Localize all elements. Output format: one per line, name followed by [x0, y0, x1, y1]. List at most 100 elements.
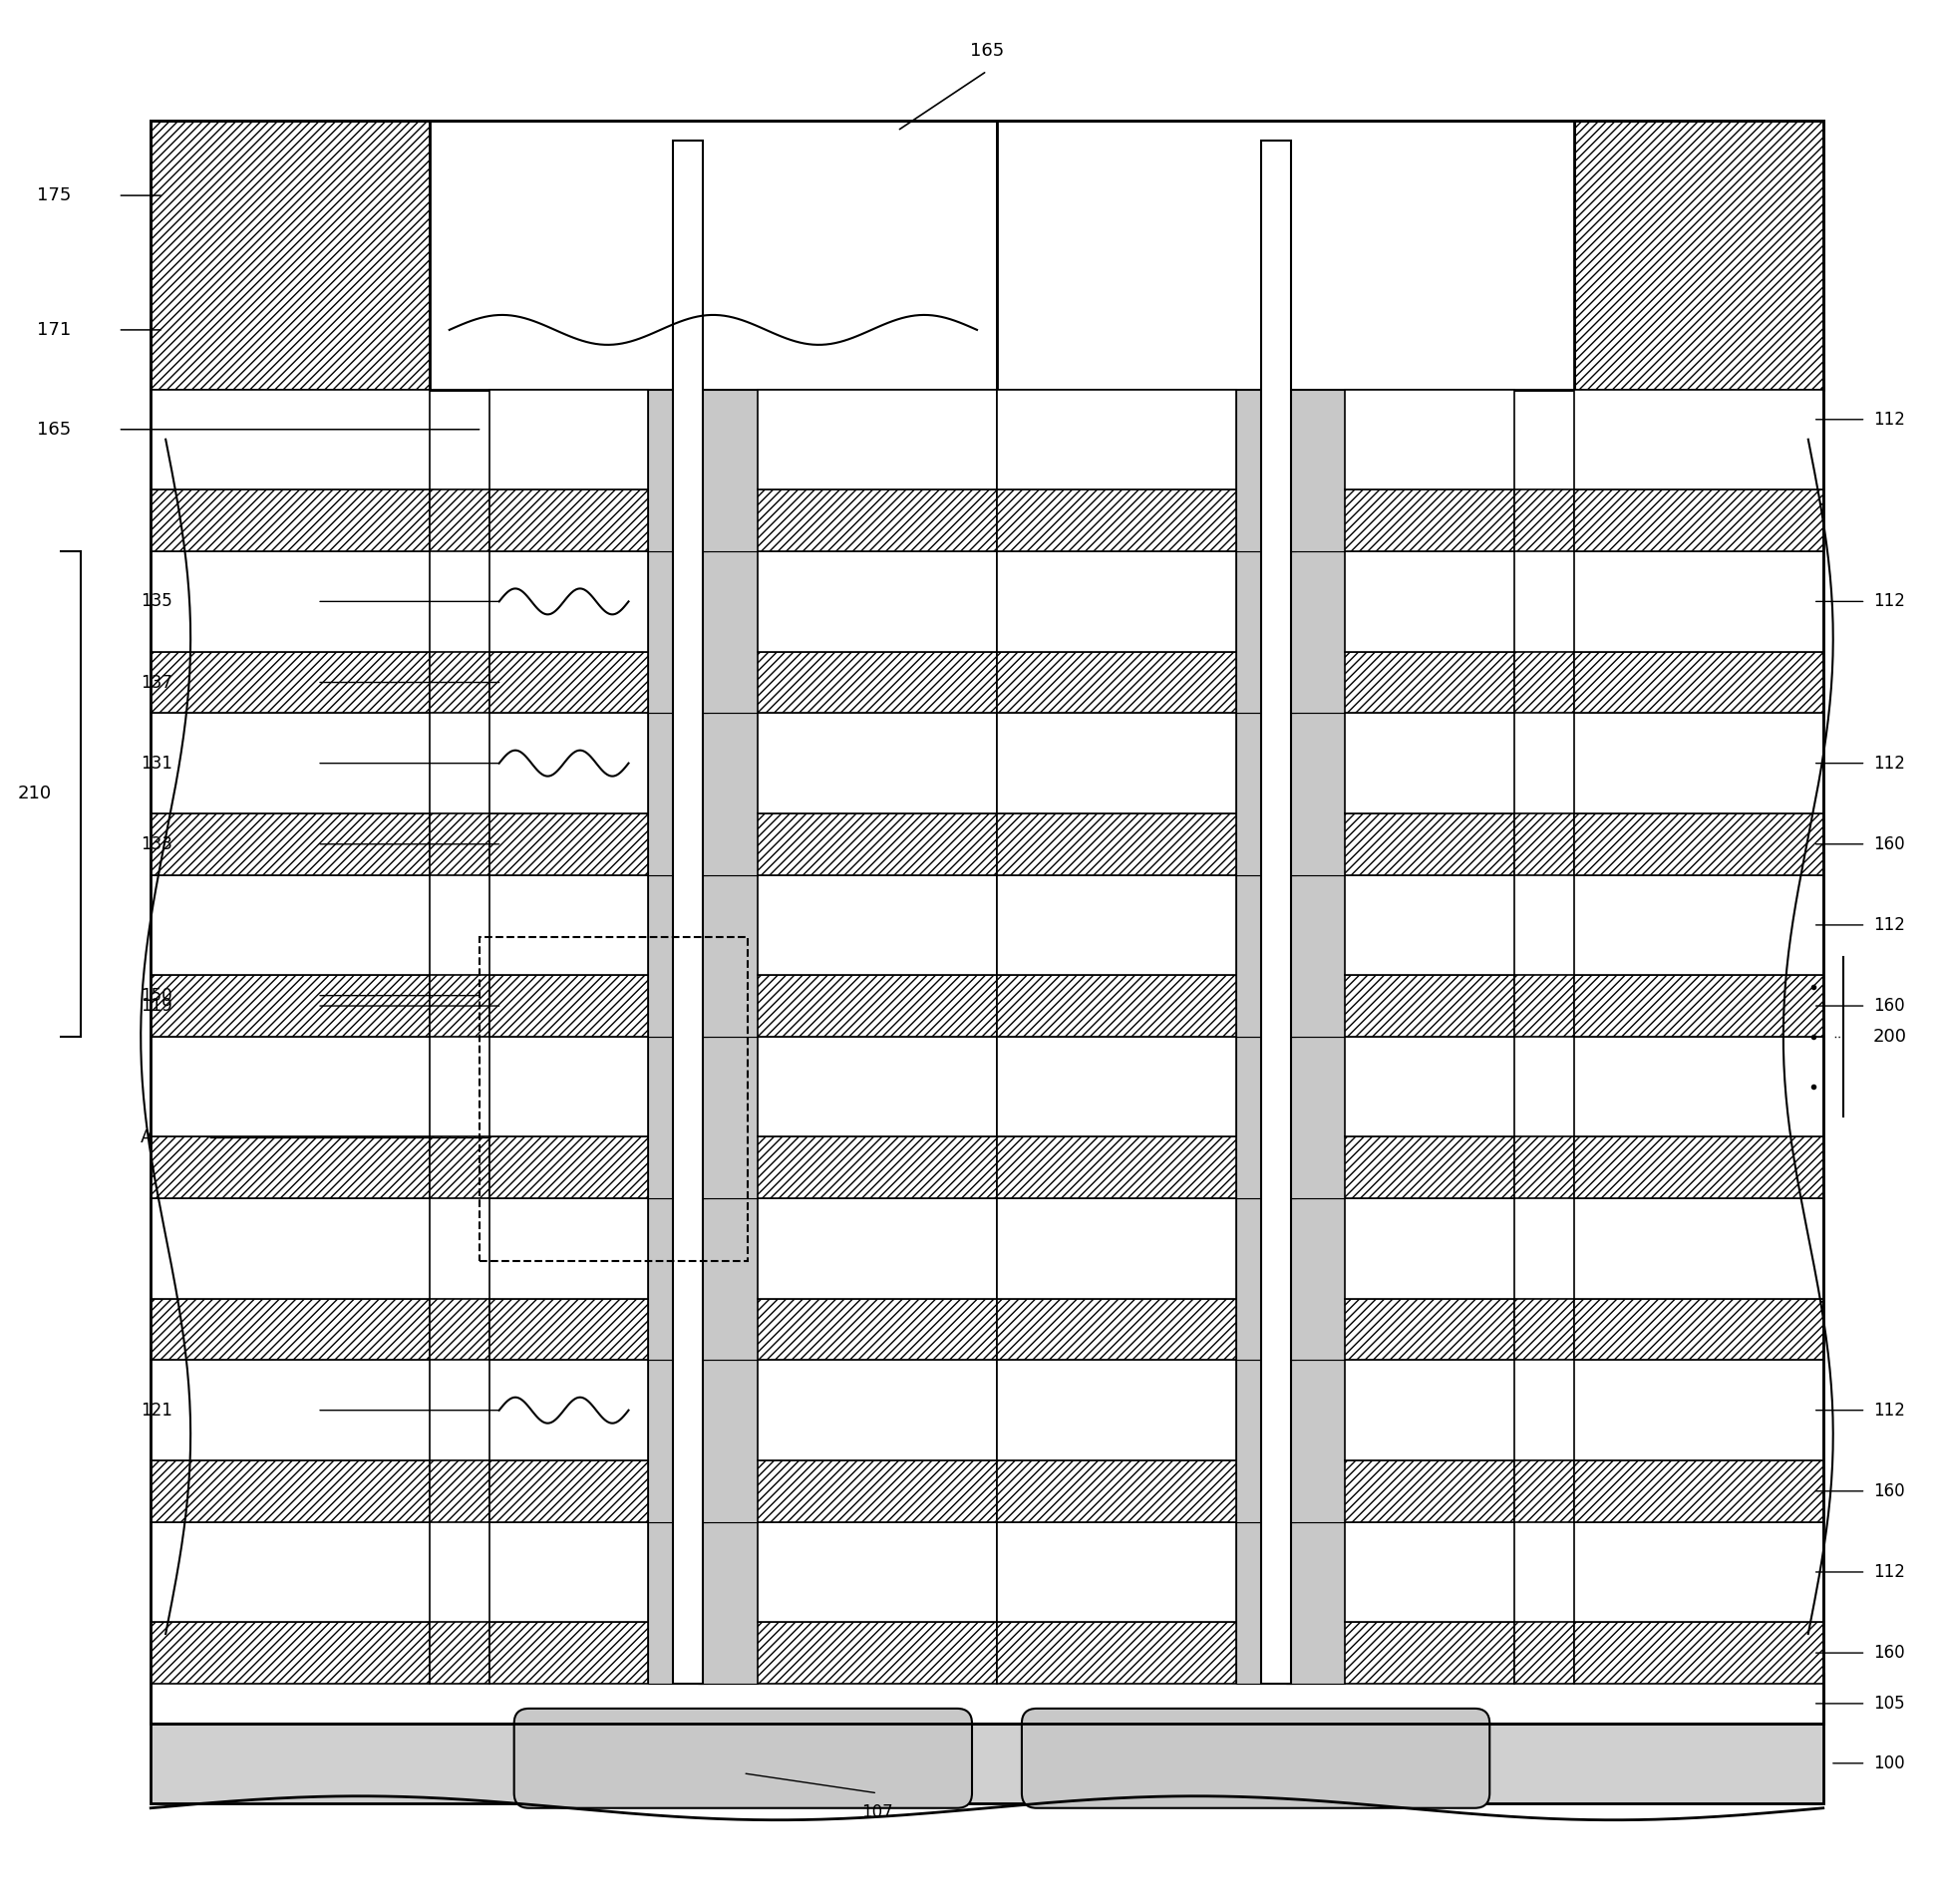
Bar	[151, 1359, 429, 1460]
Bar	[1346, 813, 1515, 874]
Bar	[996, 874, 1235, 975]
Bar	[699, 390, 757, 552]
Bar	[649, 1521, 709, 1683]
Bar	[429, 1460, 489, 1521]
Bar	[489, 1137, 649, 1198]
Bar	[429, 489, 489, 552]
Bar	[1346, 1299, 1515, 1359]
Bar	[996, 1198, 1235, 1299]
Bar	[649, 552, 709, 714]
Text: 160: 160	[1872, 998, 1905, 1015]
Bar	[1346, 1622, 1515, 1683]
Bar	[489, 813, 649, 874]
Bar	[1515, 489, 1575, 552]
Bar	[1346, 651, 1515, 714]
Bar	[1286, 390, 1346, 552]
Bar	[1286, 874, 1346, 1036]
Text: A: A	[140, 1129, 153, 1146]
Bar	[1575, 975, 1824, 1036]
FancyBboxPatch shape	[1021, 1708, 1490, 1809]
Bar	[429, 1299, 489, 1359]
Text: 175: 175	[37, 187, 72, 204]
Bar	[1515, 1137, 1575, 1198]
Bar	[1575, 1460, 1824, 1521]
Text: 112: 112	[1872, 592, 1905, 611]
Bar	[1515, 1299, 1575, 1359]
Text: 112: 112	[1872, 754, 1905, 773]
Bar	[1235, 874, 1295, 1036]
Bar	[489, 390, 649, 489]
Bar	[757, 552, 996, 651]
Bar	[639, 120, 678, 1683]
Bar	[489, 1359, 649, 1460]
Bar	[151, 1036, 429, 1137]
Text: 137: 137	[140, 674, 173, 691]
Text: 165: 165	[37, 421, 72, 438]
Bar	[757, 813, 996, 874]
Bar	[1575, 651, 1824, 714]
Bar	[996, 1521, 1235, 1622]
Text: 112: 112	[1872, 1401, 1905, 1418]
Bar	[151, 1723, 1824, 1803]
Bar	[429, 1622, 489, 1683]
Text: 107: 107	[862, 1803, 893, 1820]
Bar	[1575, 874, 1824, 975]
Bar	[1515, 651, 1575, 714]
Bar	[1575, 714, 1824, 813]
Bar	[1575, 1521, 1824, 1622]
Bar	[151, 1622, 429, 1683]
Bar	[1235, 1359, 1295, 1521]
Bar	[1235, 1036, 1295, 1198]
Bar	[757, 975, 996, 1036]
Bar	[489, 975, 649, 1036]
Bar	[757, 1036, 996, 1137]
Bar	[757, 1198, 996, 1299]
Bar	[151, 1674, 1824, 1723]
Bar	[1286, 1359, 1346, 1521]
Bar	[1346, 1521, 1515, 1622]
Bar	[489, 1036, 649, 1137]
Bar	[757, 874, 996, 975]
Bar	[1286, 1036, 1346, 1198]
Bar	[151, 1137, 429, 1198]
Bar	[1346, 489, 1515, 552]
Text: 160: 160	[1872, 836, 1905, 853]
Bar	[489, 651, 649, 714]
Bar	[649, 1198, 709, 1359]
Text: 119: 119	[140, 998, 173, 1015]
Bar	[1575, 552, 1824, 651]
Bar	[151, 552, 429, 651]
Bar	[699, 1359, 757, 1521]
Bar	[996, 120, 1575, 390]
Bar	[429, 651, 489, 714]
Bar	[151, 120, 1824, 1723]
Bar	[1235, 1521, 1295, 1683]
Bar	[151, 120, 429, 390]
Bar	[757, 489, 996, 552]
Text: 100: 100	[1872, 1754, 1905, 1773]
Bar	[1235, 552, 1295, 714]
Bar	[1346, 1137, 1515, 1198]
Bar	[489, 714, 649, 813]
Bar	[151, 714, 429, 813]
Bar	[1346, 1036, 1515, 1137]
Bar	[1575, 1036, 1824, 1137]
Bar	[1346, 1460, 1515, 1521]
Bar	[649, 714, 709, 874]
Bar	[757, 651, 996, 714]
Bar	[649, 874, 709, 1036]
Bar	[699, 1036, 757, 1198]
Bar	[1346, 975, 1515, 1036]
Bar	[996, 1137, 1235, 1198]
Text: 160: 160	[1872, 1643, 1905, 1662]
Text: 150: 150	[140, 986, 173, 1005]
Bar	[996, 975, 1235, 1036]
Bar	[1235, 390, 1295, 552]
Bar	[489, 1521, 649, 1622]
Bar	[151, 120, 1824, 270]
Bar	[1235, 1198, 1295, 1359]
Bar	[996, 813, 1235, 874]
Bar	[429, 120, 996, 390]
Text: 112: 112	[1872, 1563, 1905, 1580]
Bar	[996, 1299, 1235, 1359]
